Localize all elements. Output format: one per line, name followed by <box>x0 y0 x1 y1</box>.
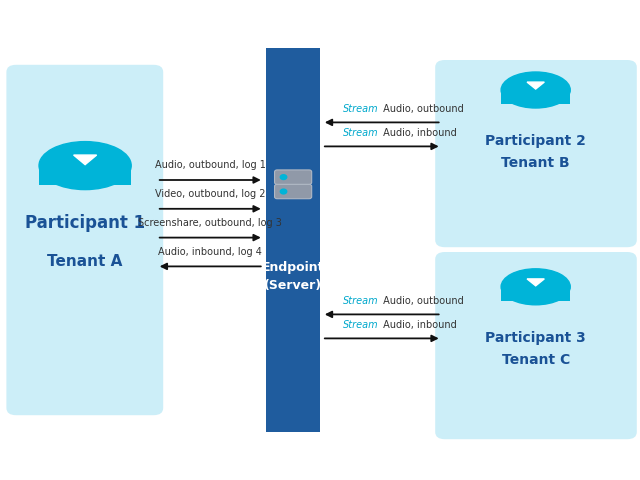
Text: Tenant A: Tenant A <box>47 254 123 269</box>
Text: Audio, outbound: Audio, outbound <box>380 104 463 114</box>
Text: Audio, inbound: Audio, inbound <box>380 128 456 138</box>
Polygon shape <box>527 82 544 89</box>
Text: Screenshare, outbound, log 3: Screenshare, outbound, log 3 <box>138 218 282 228</box>
Text: Audio, outbound, log 1: Audio, outbound, log 1 <box>155 160 266 170</box>
Circle shape <box>522 270 549 290</box>
Ellipse shape <box>501 269 570 305</box>
Circle shape <box>280 189 287 194</box>
FancyBboxPatch shape <box>435 60 637 247</box>
Text: Participant 2
Tenant B: Participant 2 Tenant B <box>485 134 586 170</box>
Circle shape <box>280 175 287 180</box>
FancyBboxPatch shape <box>435 252 637 439</box>
Circle shape <box>522 73 549 94</box>
FancyBboxPatch shape <box>39 165 131 185</box>
Polygon shape <box>527 279 544 286</box>
Text: Participant 3
Tenant C: Participant 3 Tenant C <box>485 331 586 367</box>
FancyBboxPatch shape <box>275 170 312 184</box>
Text: Stream: Stream <box>343 128 379 138</box>
Text: Stream: Stream <box>343 296 379 306</box>
FancyBboxPatch shape <box>6 65 163 415</box>
Polygon shape <box>74 155 97 165</box>
Text: Audio, inbound, log 4: Audio, inbound, log 4 <box>158 247 262 257</box>
Text: Stream: Stream <box>343 104 379 114</box>
Circle shape <box>67 144 103 170</box>
FancyBboxPatch shape <box>501 286 570 301</box>
Text: Audio, inbound: Audio, inbound <box>380 320 456 330</box>
Text: Participant 1: Participant 1 <box>25 214 145 232</box>
Ellipse shape <box>501 72 570 108</box>
Text: Endpoint
(Server): Endpoint (Server) <box>262 261 324 291</box>
Ellipse shape <box>39 142 131 190</box>
Text: Audio, outbound: Audio, outbound <box>380 296 463 306</box>
Text: Video, outbound, log 2: Video, outbound, log 2 <box>155 189 266 199</box>
FancyBboxPatch shape <box>275 184 312 199</box>
FancyBboxPatch shape <box>266 48 320 432</box>
Text: Stream: Stream <box>343 320 379 330</box>
FancyBboxPatch shape <box>501 89 570 104</box>
